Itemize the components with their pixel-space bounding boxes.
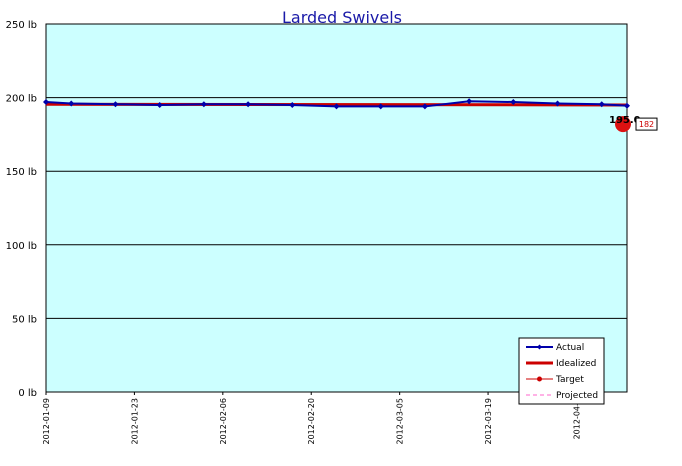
x-tick-label: 2012-01-23 <box>130 398 139 445</box>
actual-point <box>510 99 517 106</box>
actual-point <box>377 103 384 110</box>
target-badge-box <box>635 117 658 131</box>
actual-point <box>43 99 49 106</box>
chart-title: Larded Swivels <box>282 8 402 27</box>
actual-point <box>112 101 119 108</box>
actual-point <box>466 98 473 105</box>
actual-point <box>333 103 340 110</box>
legend-label: Idealized <box>556 359 596 369</box>
annotations: 195.0 182 <box>609 115 658 131</box>
y-tick-label: 50 lb <box>12 314 37 325</box>
y-tick-label: 200 lb <box>6 94 37 105</box>
y-tick-label: 100 lb <box>6 241 37 252</box>
actual-point <box>598 101 605 108</box>
x-tick-label: 2012-03-19 <box>484 398 493 445</box>
x-tick-label: 2012-02-20 <box>307 398 316 445</box>
x-tick-label: 2012-04-0 <box>572 398 581 439</box>
plot-area <box>45 23 628 393</box>
actual-point <box>68 100 75 107</box>
x-axis-ticks: 2012-01-09 2012-01-23 2012-02-06 2012-02-20… <box>42 392 581 445</box>
target-badge-label: 182 <box>639 120 654 129</box>
target-point <box>615 116 631 133</box>
y-axis-ticks: 0 lb 50 lb 100 lb 150 lb 200 lb 250 lb <box>6 20 37 399</box>
y-tick-label: 0 lb <box>18 388 37 399</box>
legend-label: Projected <box>556 391 598 401</box>
series-layer <box>43 98 631 133</box>
actual-point <box>624 102 630 109</box>
legend-box <box>518 337 605 405</box>
actual-point <box>289 101 296 108</box>
actual-point <box>245 101 252 108</box>
actual-point <box>421 103 428 110</box>
legend: Actual Idealized Target Projected <box>518 337 605 405</box>
actual-point <box>200 101 207 108</box>
x-tick-label: 2012-01-09 <box>42 398 51 445</box>
legend-marker <box>537 376 542 382</box>
legend-label: Actual <box>556 343 584 353</box>
legend-label: Target <box>555 375 584 385</box>
x-tick-label: 2012-03-05 <box>396 398 405 445</box>
x-tick-label: 2012-02-06 <box>219 398 228 445</box>
y-tick-label: 250 lb <box>6 20 37 31</box>
y-tick-label: 150 lb <box>6 167 37 178</box>
actual-point <box>554 100 561 107</box>
last-value-label: 195.0 <box>609 115 641 126</box>
actual-point <box>156 101 163 108</box>
legend-marker <box>537 344 542 350</box>
